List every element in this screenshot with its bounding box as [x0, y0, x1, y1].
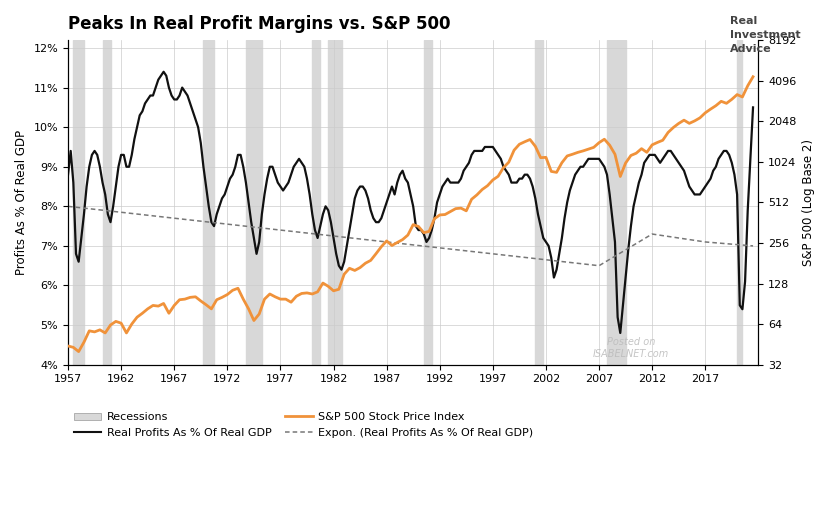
Text: Peaks In Real Profit Margins vs. S&P 500: Peaks In Real Profit Margins vs. S&P 500 [68, 15, 451, 33]
Bar [607, 40, 626, 365]
Bar [312, 40, 320, 365]
Text: Posted on
ISABELNET.com: Posted on ISABELNET.com [593, 337, 669, 359]
Bar [203, 40, 214, 365]
Bar [424, 40, 432, 365]
Bar [73, 40, 84, 365]
Legend: Recessions, Real Profits As % Of Real GDP, S&P 500 Stock Price Index, Expon. (Re: Recessions, Real Profits As % Of Real GD… [74, 412, 534, 438]
Bar [328, 40, 341, 365]
Y-axis label: Profits As % Of Real GDP: Profits As % Of Real GDP [15, 130, 28, 275]
Y-axis label: S&P 500 (Log Base 2): S&P 500 (Log Base 2) [802, 139, 815, 266]
Text: Real
Investment
Advice: Real Investment Advice [730, 16, 801, 54]
Bar [246, 40, 261, 365]
Bar [103, 40, 110, 365]
Bar [737, 40, 742, 365]
Bar [535, 40, 544, 365]
